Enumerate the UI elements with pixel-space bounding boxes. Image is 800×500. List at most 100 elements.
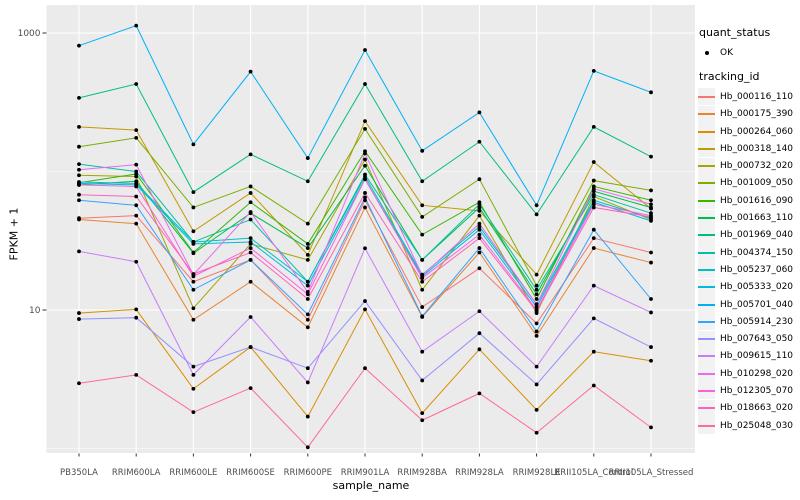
data-point [363,82,367,86]
legend-item-label: Hb_000732_020 [720,161,794,172]
data-point [420,287,425,292]
data-point [77,311,81,315]
data-point [649,205,653,210]
data-point [248,246,253,250]
data-point [305,292,310,297]
data-point [191,287,196,292]
legend-key [698,261,715,279]
data-point [248,386,253,390]
data-point [420,203,425,208]
legend-key [698,347,715,365]
legend-key [698,399,715,417]
data-point [534,212,539,217]
line-swatch-icon [698,372,715,375]
data-point [534,287,539,292]
line-swatch-icon [698,407,715,410]
data-point [591,316,596,321]
line-swatch-icon [698,389,715,392]
data-point [363,195,367,200]
data-point [134,82,139,86]
legend-item: Hb_007643_050 [698,330,798,348]
data-point [134,169,139,174]
data-point [534,334,539,338]
legend-item-label: Hb_001969_040 [720,230,794,241]
data-point [649,358,653,363]
data-point [477,227,482,232]
data-point [305,325,310,330]
legend-key [698,417,715,435]
legend-key [698,244,715,262]
data-point [77,192,81,197]
legend-item: Hb_000175_390 [698,105,798,123]
data-point [191,386,196,391]
data-point [191,242,196,246]
legend-title-quant-status: quant_status [699,26,771,39]
data-point [305,179,310,184]
legend-item: Hb_004374_150 [698,244,798,262]
data-point [77,381,81,386]
legend-item-label: Hb_000318_140 [720,143,794,154]
data-point [477,213,482,218]
legend-key [698,192,715,210]
legend-title-tracking-id: tracking_id [699,70,760,84]
data-point [248,191,253,195]
legend-key [698,105,715,123]
data-point [191,229,196,234]
data-point [77,249,81,254]
data-point [248,279,253,284]
data-point [420,273,425,278]
data-point [477,236,482,241]
data-point [477,205,482,210]
data-point [363,174,367,179]
legend-item-list: Hb_000116_110 Hb_000175_390 Hb_000264_060 H… [698,88,798,435]
data-point [134,315,139,320]
legend-item: Hb_025048_030 [698,417,798,435]
data-point [363,366,367,371]
data-point [77,173,81,178]
x-tick-label: RRIM600SE [226,468,275,478]
x-tick-label: RRIM600LE [169,468,217,478]
x-tick-label: PB350LA [60,468,98,478]
data-point [420,378,425,383]
data-point [191,317,196,322]
data-point [191,251,196,256]
legend-item-label: OK [720,47,733,58]
data-point [305,221,310,226]
data-point [591,205,596,210]
data-point [363,163,367,168]
data-point [363,177,367,182]
data-point [363,191,367,195]
data-point [534,292,539,297]
data-point [534,272,539,277]
data-point [420,314,425,319]
data-point [363,198,367,203]
x-tick-label: RRIM928LE [513,468,561,478]
data-point [305,258,310,262]
data-point [477,266,482,271]
data-point [477,139,482,144]
data-point [591,186,596,191]
data-point [591,227,596,232]
data-point [534,309,539,314]
data-point [591,383,596,388]
legend-key [698,123,715,141]
line-swatch-icon [698,130,715,133]
data-point [649,250,653,255]
data-point [591,246,596,250]
line-swatch-icon [698,95,715,98]
point-marker-icon [704,50,709,55]
data-point [248,69,253,74]
data-point [534,297,539,301]
data-point [477,208,482,213]
legend-item-ok: OK [698,44,798,62]
x-axis-title: sample_name [332,479,410,492]
x-tick-label: RRIM901LA [341,468,390,478]
data-point [363,48,367,52]
legend-item: Hb_001969_040 [698,226,798,244]
data-point [77,43,81,48]
legend-item: Hb_000732_020 [698,157,798,175]
data-point [363,246,367,251]
legend-item: Hb_001616_090 [698,192,798,210]
legend-item: Hb_000264_060 [698,123,798,141]
